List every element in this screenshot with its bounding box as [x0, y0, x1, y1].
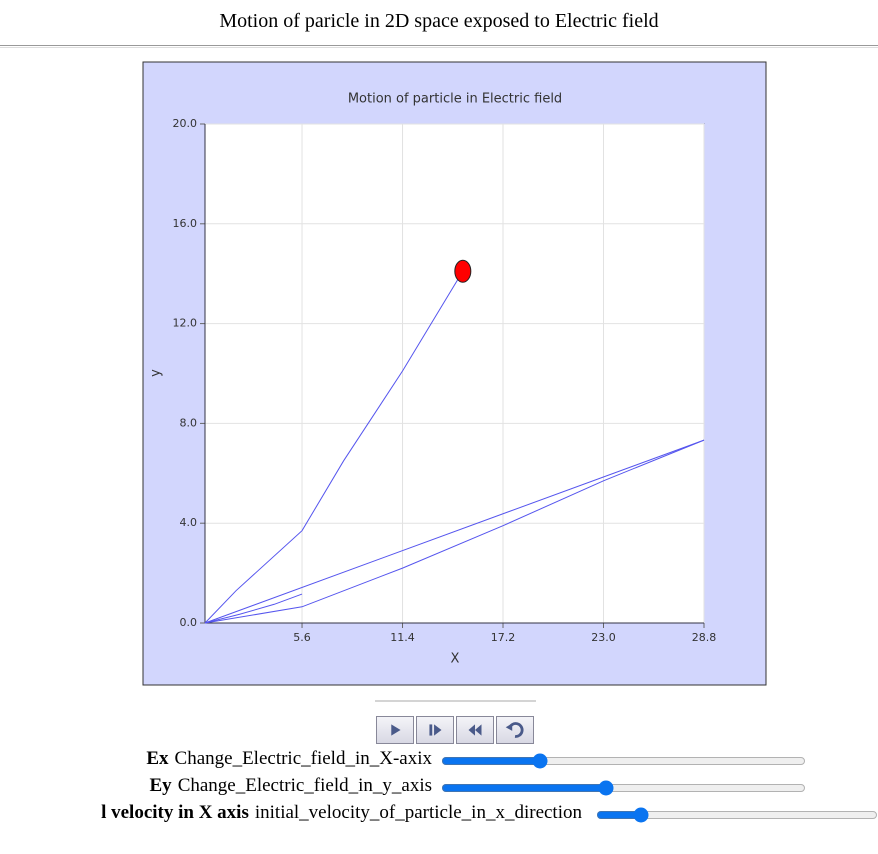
playback-buttons	[376, 716, 536, 744]
slider[interactable]	[441, 752, 806, 770]
x-tick-label: 17.2	[491, 631, 516, 644]
chart-title: Motion of particle in Electric field	[348, 92, 562, 107]
control-label: l velocity in X axis initial_velocity_of_…	[101, 802, 582, 824]
trajectory	[204, 593, 303, 624]
x-tick-label: 28.8	[692, 631, 717, 644]
x-tick-label: 11.4	[390, 631, 415, 644]
page-title: Motion of paricle in 2D space exposed to…	[219, 10, 659, 32]
y-axis-label: y	[149, 369, 164, 377]
reset-button[interactable]	[496, 716, 534, 744]
y-tick-label: 0.0	[180, 616, 198, 629]
step-button[interactable]	[416, 716, 454, 744]
chart: Motion of particle in Electric field X y…	[142, 61, 767, 686]
particle	[454, 259, 472, 283]
y-tick-label: 12.0	[173, 317, 198, 330]
rewind-button[interactable]	[456, 716, 494, 744]
x-tick-label: 5.6	[293, 631, 311, 644]
y-tick-label: 16.0	[173, 217, 198, 230]
x-axis-label: X	[451, 652, 460, 667]
slider[interactable]	[441, 779, 806, 797]
x-tick-label: 23.0	[591, 631, 616, 644]
control-name: l velocity in X axis	[101, 802, 249, 823]
control-text: initial_velocity_of_particle_in_x_direct…	[254, 802, 582, 823]
control-label: Ey Change_Electric_field_in_y_axis	[150, 775, 433, 797]
play-button[interactable]	[376, 716, 414, 744]
control-name: Ey	[149, 775, 172, 796]
plot-area	[204, 123, 705, 624]
y-tick-label: 20.0	[173, 117, 198, 130]
control-name: Ex	[146, 748, 169, 769]
control-label: Ex Change_Electric_field_in_X-axix	[146, 748, 432, 770]
trajectory	[204, 439, 705, 624]
trajectory	[204, 439, 705, 624]
control-text: Change_Electric_field_in_y_axis	[177, 775, 432, 796]
slider[interactable]	[596, 806, 878, 824]
divider	[0, 45, 878, 48]
control-text: Change_Electric_field_in_X-axix	[174, 748, 432, 769]
y-tick-label: 4.0	[180, 516, 198, 529]
trajectory	[204, 270, 464, 624]
y-tick-label: 8.0	[180, 416, 198, 429]
